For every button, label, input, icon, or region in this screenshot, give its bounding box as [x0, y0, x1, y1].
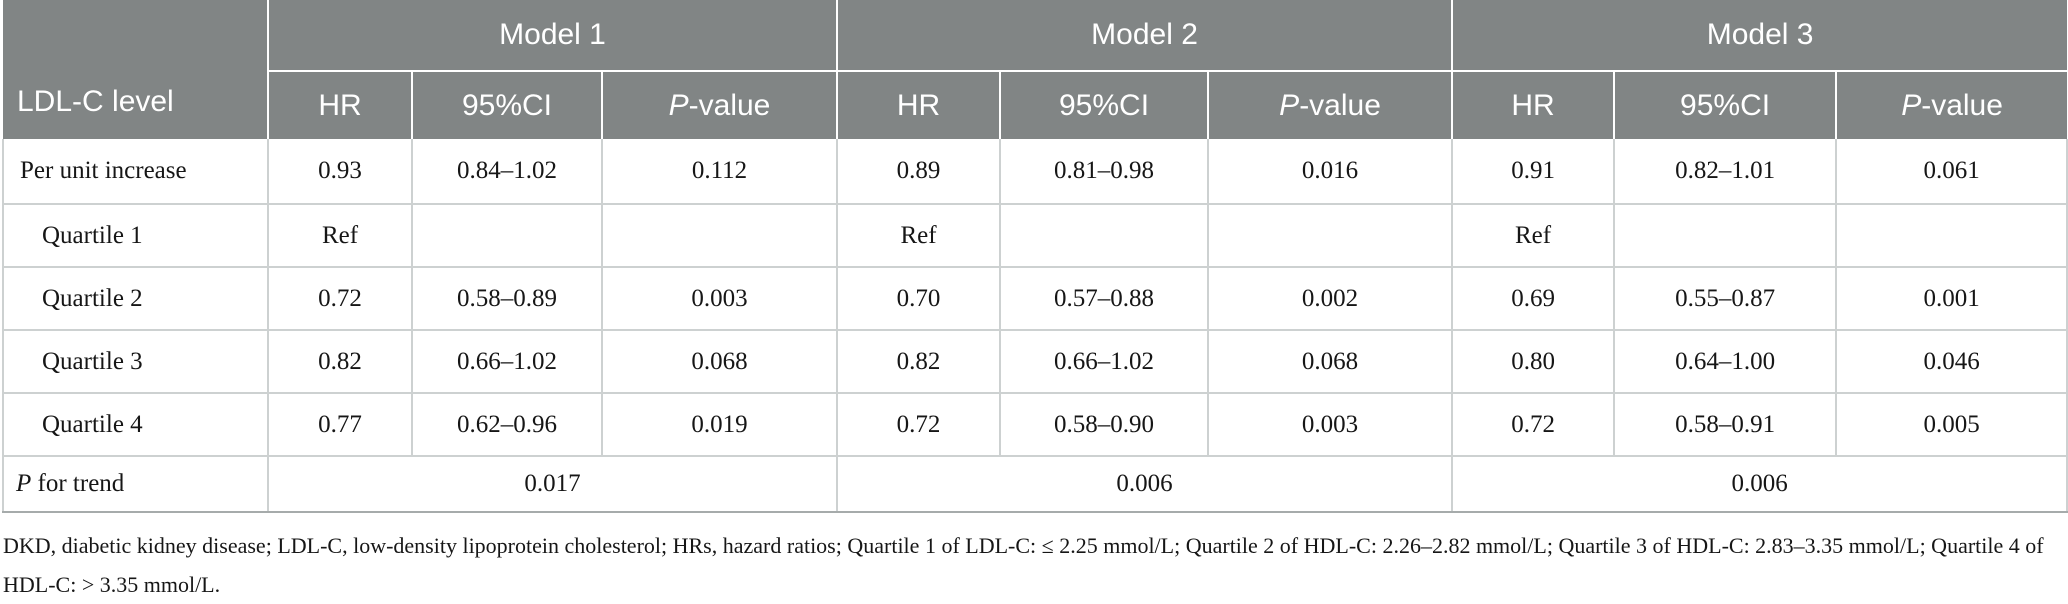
- cell: [1835, 203, 2068, 268]
- hazard-ratio-table: LDL-C level Model 1 Model 2 Model 3 HR 9…: [2, 0, 2068, 513]
- pvalue-header-rest: -value: [688, 88, 771, 122]
- trend-value-model-1: 0.017: [266, 455, 839, 513]
- pvalue-header-italic: P: [1901, 88, 1922, 122]
- ci-header: 95%CI: [999, 70, 1209, 139]
- trend-row: P for trend 0.017 0.006 0.006: [2, 455, 2068, 513]
- cell: Ref: [1451, 203, 1616, 268]
- cell: 0.58–0.90: [999, 392, 1210, 457]
- pvalue-header-italic: P: [668, 88, 689, 122]
- pvalue-header: P-value: [1207, 70, 1453, 139]
- row-label: Quartile 3: [2, 329, 269, 394]
- pvalue-header-rest: -value: [1299, 88, 1381, 122]
- table-footnote: DKD, diabetic kidney disease; LDL-C, low…: [3, 533, 2044, 597]
- cell: 0.80: [1451, 329, 1616, 394]
- cell: 0.016: [1207, 139, 1454, 205]
- cell: [411, 203, 603, 268]
- table-row: Quartile 4 0.77 0.62–0.96 0.019 0.72 0.5…: [2, 392, 2068, 457]
- cell: 0.58–0.91: [1613, 392, 1838, 457]
- model-1-header: Model 1: [266, 0, 838, 71]
- hr-header: HR: [267, 70, 412, 139]
- trend-label-italic: P: [16, 470, 32, 497]
- cell: 0.66–1.02: [999, 329, 1210, 394]
- cell: 0.061: [1835, 139, 2068, 205]
- model-header-row: LDL-C level Model 1 Model 2 Model 3: [3, 0, 2068, 139]
- table-row: Quartile 3 0.82 0.66–1.02 0.068 0.82 0.6…: [2, 329, 2068, 394]
- cell: 0.046: [1835, 329, 2068, 394]
- cell: 0.84–1.02: [411, 139, 603, 205]
- pvalue-header: P-value: [1835, 70, 2068, 139]
- cell: 0.93: [267, 139, 413, 205]
- cell: 0.001: [1835, 266, 2068, 331]
- pvalue-header-italic: P: [1279, 88, 1300, 122]
- row-label: Quartile 4: [2, 392, 269, 457]
- cell: [1207, 203, 1454, 268]
- row-label: Quartile 2: [2, 266, 269, 331]
- cell: [600, 203, 839, 268]
- ci-header: 95%CI: [1613, 70, 1837, 139]
- cell: 0.70: [836, 266, 1002, 331]
- cell: 0.58–0.89: [411, 266, 603, 331]
- cell: 0.82: [836, 329, 1002, 394]
- cell: 0.72: [267, 266, 413, 331]
- table-body: Per unit increase 0.93 0.84–1.02 0.112 0…: [2, 139, 2068, 513]
- row-label: Quartile 1: [2, 203, 269, 268]
- table-row: Quartile 2 0.72 0.58–0.89 0.003 0.70 0.5…: [2, 266, 2068, 331]
- pvalue-header-rest: -value: [1921, 88, 2003, 122]
- row-header-label: LDL-C level: [3, 0, 268, 139]
- cell: 0.002: [1207, 266, 1454, 331]
- trend-value-model-2: 0.006: [836, 455, 1454, 513]
- cell: 0.82–1.01: [1613, 139, 1838, 205]
- cell: [999, 203, 1210, 268]
- cell: 0.72: [1451, 392, 1616, 457]
- cell: 0.64–1.00: [1613, 329, 1838, 394]
- pvalue-header: P-value: [600, 70, 838, 139]
- cell: 0.019: [600, 392, 839, 457]
- cell: 0.72: [836, 392, 1002, 457]
- model-2-header: Model 2: [836, 0, 1453, 71]
- sub-header-row: HR 95%CI P-value HR 95%CI P-value HR 95%…: [3, 70, 2068, 139]
- cell: 0.005: [1835, 392, 2068, 457]
- trend-row-label: P for trend: [2, 455, 269, 513]
- cell: 0.003: [1207, 392, 1454, 457]
- table-row: Quartile 1 Ref Ref Ref: [2, 203, 2068, 268]
- trend-value-model-3: 0.006: [1451, 455, 2068, 513]
- trend-label-rest: for trend: [31, 470, 125, 497]
- table-row: Per unit increase 0.93 0.84–1.02 0.112 0…: [2, 139, 2068, 205]
- hr-header: HR: [836, 70, 1001, 139]
- cell: 0.81–0.98: [999, 139, 1210, 205]
- table-header: LDL-C level Model 1 Model 2 Model 3 HR 9…: [3, 0, 2068, 139]
- ci-header: 95%CI: [411, 70, 602, 139]
- cell: 0.57–0.88: [999, 266, 1210, 331]
- model-3-header: Model 3: [1451, 0, 2068, 71]
- cell: 0.068: [1207, 329, 1454, 394]
- cell: 0.66–1.02: [411, 329, 603, 394]
- cell: Ref: [836, 203, 1002, 268]
- cell: 0.003: [600, 266, 839, 331]
- cell: 0.69: [1451, 266, 1616, 331]
- hr-header: HR: [1451, 70, 1615, 139]
- cell: 0.068: [600, 329, 839, 394]
- cell: 0.82: [267, 329, 413, 394]
- cell: 0.91: [1451, 139, 1616, 205]
- cell: 0.55–0.87: [1613, 266, 1838, 331]
- cell: [1613, 203, 1838, 268]
- cell: 0.77: [267, 392, 413, 457]
- cell: 0.89: [836, 139, 1002, 205]
- cell: 0.112: [600, 139, 839, 205]
- cell: Ref: [267, 203, 413, 268]
- cell: 0.62–0.96: [411, 392, 603, 457]
- row-label: Per unit increase: [2, 139, 269, 205]
